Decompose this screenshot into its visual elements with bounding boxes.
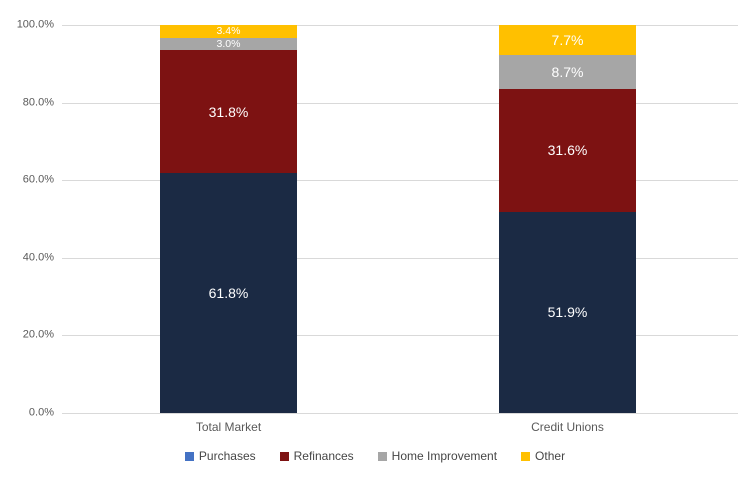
gridline (62, 102, 738, 104)
legend-label: Other (535, 449, 566, 463)
chart-legend: Purchases Refinances Home Improvement Other (0, 449, 750, 463)
bar-total-market: 61.8% 31.8% 3.0% 3.4% (160, 25, 297, 413)
y-axis-tick-label: 100.0% (16, 18, 54, 31)
legend-label: Home Improvement (391, 449, 498, 463)
legend-label: Purchases (198, 449, 256, 463)
data-label: 31.8% (208, 103, 249, 120)
data-label: 3.0% (216, 37, 241, 50)
y-axis-tick-label: 60.0% (22, 173, 54, 186)
bar-segment-refinances: 31.8% (160, 49, 297, 174)
bar-segment-home-improvement: 8.7% (499, 55, 636, 90)
gridline (62, 180, 738, 182)
plot-area: 100.0% 80.0% 60.0% 40.0% 20.0% 0.0% 61.8% 31.8%… (17, 19, 738, 418)
y-axis-tick-label: 20.0% (22, 328, 54, 341)
legend-item-purchases: Purchases (184, 449, 256, 463)
bar-credit-unions: 51.9% 31.6% 8.7% 7.7% (499, 25, 636, 413)
bar-segment-purchases: 51.9% (499, 211, 636, 413)
data-label: 31.6% (547, 142, 588, 159)
y-axis-tick-label: 80.0% (22, 96, 54, 109)
bar-segment-other: 3.4% (160, 25, 297, 39)
legend-swatch-icon (377, 451, 387, 461)
gridline (62, 257, 738, 259)
y-axis-tick-label: 40.0% (22, 251, 54, 264)
bar-segment-home-improvement: 3.0% (160, 38, 297, 50)
data-label: 61.8% (208, 285, 249, 302)
data-label: 8.7% (551, 64, 584, 81)
bar-segment-purchases: 61.8% (160, 173, 297, 413)
data-label: 3.4% (216, 25, 241, 38)
x-axis-category-label: Credit Unions (531, 420, 604, 434)
bar-segment-refinances: 31.6% (499, 89, 636, 212)
legend-swatch-icon (521, 451, 531, 461)
legend-item-other: Other (521, 449, 565, 463)
bar-segment-other: 7.7% (499, 25, 636, 56)
legend-item-refinances: Refinances (279, 449, 354, 463)
data-label: 51.9% (547, 304, 588, 321)
data-label: 7.7% (551, 32, 584, 49)
legend-swatch-icon (279, 451, 289, 461)
gridline (62, 413, 738, 414)
gridline (62, 25, 738, 26)
gridline (62, 335, 738, 337)
legend-label: Refinances (293, 449, 354, 463)
legend-item-home-improvement: Home Improvement (377, 449, 498, 463)
x-axis-category-label: Total Market (195, 420, 262, 434)
legend-swatch-icon (184, 451, 194, 461)
y-axis-tick-label: 0.0% (28, 406, 54, 419)
